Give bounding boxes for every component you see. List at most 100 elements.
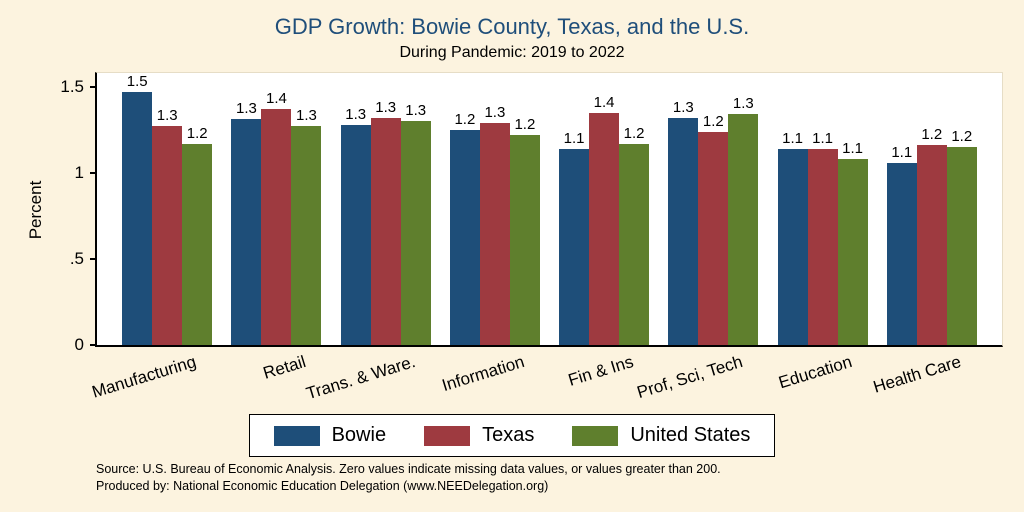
bars-container: 1.5 1.3 1.2 1.3 1.4 1.3 1.3 1.3 1.3 1.2 1.3 1.2 1.1 1…	[97, 73, 1002, 345]
legend-item-texas: Texas	[424, 424, 534, 447]
bar-bowie: 1.3	[668, 99, 699, 345]
x-tick-label: Fin & Ins	[565, 352, 636, 390]
bar-united-states: 1.2	[946, 128, 977, 345]
x-tick-cell: Education	[776, 346, 866, 408]
bar-group: 1.3 1.2 1.3	[668, 95, 759, 345]
bar-united-states: 1.2	[509, 116, 540, 345]
bar-united-states: 1.2	[619, 125, 650, 345]
bar-bowie: 1.2	[449, 111, 480, 345]
bar-value-label: 1.3	[236, 100, 257, 118]
y-tick-label: 0	[74, 335, 84, 354]
bar-bowie: 1.1	[777, 130, 808, 345]
legend-swatch	[572, 425, 619, 446]
bar-value-label: 1.1	[563, 129, 585, 147]
x-tick-cell: Information	[440, 346, 538, 408]
chart-title: GDP Growth: Bowie County, Texas, and the…	[274, 14, 750, 39]
bar-bowie: 1.1	[886, 144, 917, 345]
bar-value-label: 1.3	[405, 102, 427, 120]
x-tick-label: Health Care	[870, 352, 964, 397]
y-tick-mark	[90, 344, 97, 346]
source-note: Source: U.S. Bureau of Economic Analysis…	[96, 462, 721, 476]
legend-item-united-states: United States	[572, 424, 750, 447]
x-tick-label: Education	[776, 352, 855, 393]
y-tick-label: 1	[74, 162, 84, 182]
bar-united-states: 1.3	[728, 95, 759, 345]
bar-value-label: 1.4	[593, 93, 615, 111]
bar-group: 1.3 1.3 1.3	[340, 99, 431, 345]
bar-value-label: 1.4	[266, 90, 287, 108]
bar-value-label: 1.3	[484, 103, 506, 121]
x-tick-cell: Manufacturing	[90, 346, 210, 408]
legend-swatch	[273, 425, 320, 446]
bar-united-states: 1.3	[400, 102, 431, 345]
bar-value-label: 1.2	[951, 128, 973, 146]
x-tick-cell: Fin & Ins	[557, 346, 647, 408]
y-tick-mark	[90, 257, 97, 260]
x-tick-label: Manufacturing	[90, 352, 199, 402]
legend-label: Texas	[482, 424, 535, 446]
bar-group: 1.5 1.3 1.2	[122, 73, 213, 345]
bar-value-label: 1.1	[812, 129, 833, 147]
x-tick-cell: Prof, Sci, Tech	[635, 346, 756, 408]
bar-bowie: 1.3	[231, 100, 262, 345]
legend-label: Bowie	[331, 424, 387, 446]
bar-value-label: 1.2	[186, 124, 208, 142]
footnotes: Source: U.S. Bureau of Economic Analysis…	[96, 461, 721, 495]
x-axis-labels: Manufacturing Retail Trans. & Ware. Informa…	[90, 346, 1000, 408]
bar-bowie: 1.1	[559, 130, 590, 345]
bar-texas: 1.3	[479, 104, 510, 345]
bar-value-label: 1.2	[623, 124, 645, 142]
y-tick-mark	[90, 85, 97, 88]
bar-value-label: 1.1	[782, 129, 803, 147]
bar-group: 1.2 1.3 1.2	[449, 104, 540, 345]
y-tick-mark	[90, 171, 97, 174]
bar-texas: 1.1	[807, 130, 838, 345]
x-tick-label: Information	[439, 352, 527, 396]
bar-united-states: 1.2	[182, 125, 213, 345]
legend-row: Bowie Texas United States	[0, 414, 1024, 457]
y-tick-label: 1.5	[60, 76, 84, 96]
legend-label: United States	[630, 424, 751, 446]
bar-group: 1.1 1.1 1.1	[777, 130, 868, 345]
legend-item-bowie: Bowie	[273, 424, 387, 447]
bar-value-label: 1.2	[514, 115, 536, 133]
x-tick-cell: Trans. & Ware.	[304, 346, 429, 408]
bar-value-label: 1.3	[345, 105, 367, 123]
bar-value-label: 1.2	[454, 110, 476, 128]
y-axis-label: Percent	[26, 180, 45, 240]
bar-value-label: 1.3	[296, 107, 317, 125]
bar-texas: 1.3	[370, 99, 401, 345]
produced-by-note: Produced by: National Economic Education…	[96, 478, 549, 493]
bar-value-label: 1.3	[732, 95, 754, 113]
x-tick-cell: Retail	[229, 346, 319, 408]
bar-united-states: 1.1	[837, 140, 868, 345]
bar-group: 1.1 1.2 1.2	[886, 126, 977, 345]
chart-subtitle: During Pandemic: 2019 to 2022	[399, 44, 625, 61]
bar-value-label: 1.2	[921, 126, 943, 144]
x-tick-label: Retail	[260, 352, 308, 383]
bar-value-label: 1.2	[702, 112, 724, 130]
bar-bowie: 1.5	[122, 73, 153, 345]
bar-value-label: 1.3	[672, 98, 694, 116]
bar-value-label: 1.3	[156, 107, 178, 125]
bar-texas: 1.2	[916, 126, 947, 345]
bar-group: 1.1 1.4 1.2	[559, 94, 650, 345]
bar-value-label: 1.5	[126, 72, 148, 90]
bar-texas: 1.2	[698, 113, 729, 345]
bar-value-label: 1.1	[842, 140, 863, 158]
x-tick-cell: Health Care	[871, 346, 975, 408]
legend-swatch	[424, 425, 471, 446]
bar-texas: 1.4	[261, 90, 292, 345]
legend-box: Bowie Texas United States	[248, 414, 776, 457]
x-tick-label: Trans. & Ware.	[303, 352, 418, 404]
plot-area: 1.5 1.3 1.2 1.3 1.4 1.3 1.3 1.3 1.3 1.2 1.3 1.2 1.1 1…	[60, 72, 1003, 354]
y-tick-label: .5	[69, 248, 84, 268]
bar-bowie: 1.3	[340, 106, 371, 345]
bar-group: 1.3 1.4 1.3	[231, 90, 322, 345]
x-tick-label: Prof, Sci, Tech	[634, 352, 745, 403]
bar-value-label: 1.3	[375, 98, 397, 116]
bar-texas: 1.4	[589, 94, 620, 345]
bar-united-states: 1.3	[291, 107, 322, 345]
bar-value-label: 1.1	[891, 143, 913, 161]
